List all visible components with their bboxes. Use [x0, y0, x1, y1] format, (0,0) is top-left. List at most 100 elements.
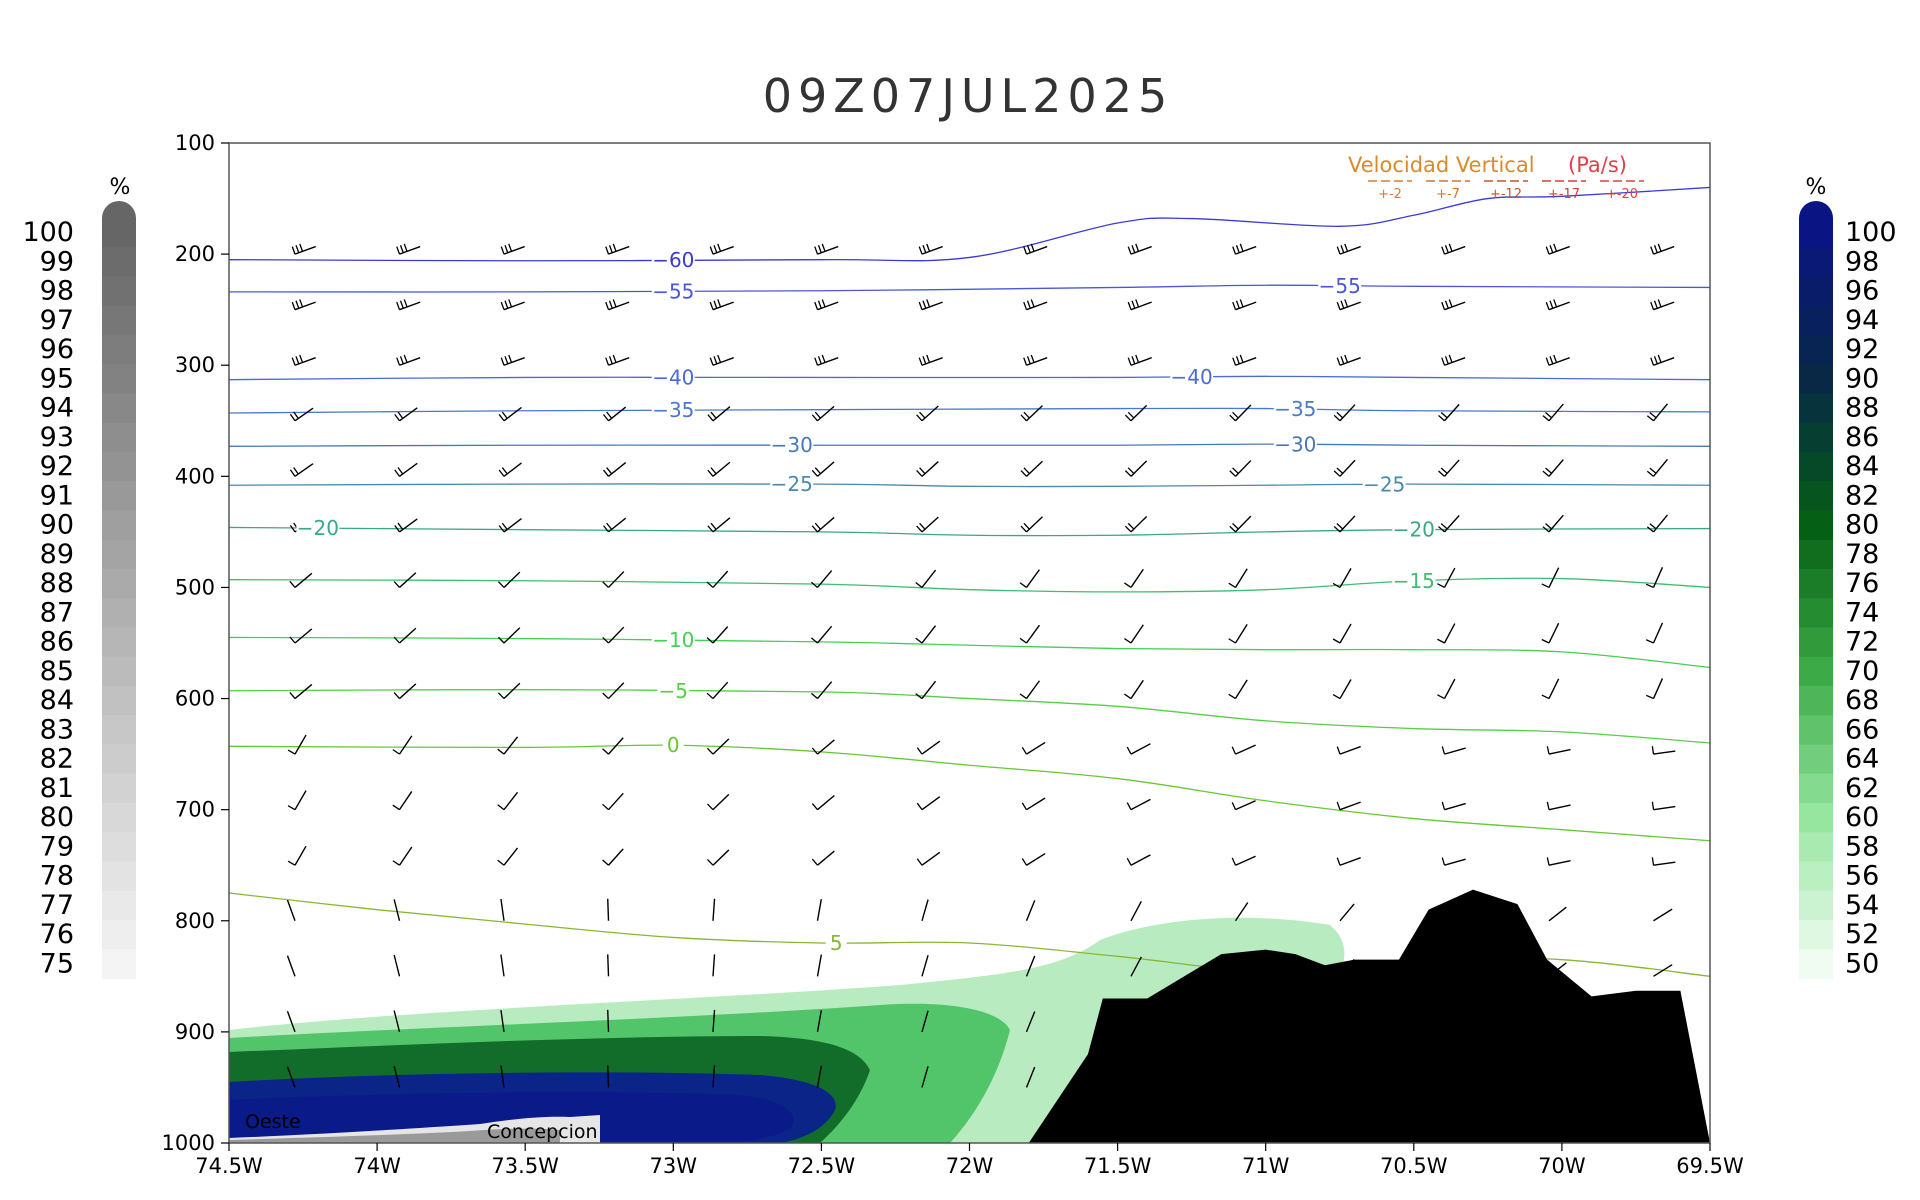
- wind-barb: [392, 791, 413, 811]
- wind-barb: [1124, 568, 1144, 588]
- wind-barb: [1650, 354, 1675, 366]
- wind-barb: [607, 954, 610, 977]
- colorbar-label: 96: [40, 334, 74, 365]
- wind-barb: [1124, 679, 1144, 700]
- wind-barb: [1542, 459, 1564, 477]
- wind-barb: [1332, 568, 1352, 589]
- wind-barb: [1441, 857, 1466, 866]
- colorbar-swatch: [102, 305, 136, 336]
- colorbar-swatch: [1799, 452, 1833, 482]
- wind-barb: [287, 845, 307, 866]
- wind-barb: [497, 847, 519, 866]
- y-tick-label: 100: [175, 131, 215, 155]
- wind-barb: [706, 793, 730, 811]
- wind-barb: [1651, 857, 1676, 866]
- wind-barb: [607, 898, 610, 921]
- vv-legend-step: +-12: [1490, 187, 1522, 202]
- wind-barb: [1438, 403, 1460, 422]
- colorbar-swatch: [1799, 422, 1833, 453]
- wind-barb: [810, 570, 833, 588]
- wind-barb: [393, 1010, 401, 1033]
- colorbar-swatch: [102, 422, 136, 453]
- wind-barb: [918, 243, 943, 255]
- wind-barb: [1126, 798, 1151, 811]
- wind-barb: [918, 354, 943, 366]
- wind-barb: [396, 243, 421, 255]
- colorbar-label: 90: [1845, 363, 1879, 394]
- contour-labels: −60−55 −55−40 −40−35 −35−30 −30−25 −25−20 −20−…: [296, 248, 1436, 955]
- wind-barb: [602, 571, 625, 588]
- colorbar-label: 100: [22, 217, 74, 248]
- wind-barb: [1228, 679, 1248, 700]
- colorbar-label: 58: [1845, 831, 1879, 862]
- colorbar-swatch: [1799, 949, 1833, 979]
- wind-barb: [500, 954, 505, 977]
- colorbar-swatch: [102, 656, 136, 687]
- wind-barb: [1438, 515, 1460, 533]
- contour-label-bg: [1392, 569, 1436, 590]
- y-tick-label: 1000: [162, 1131, 215, 1155]
- x-tick-label: 69.5W: [1676, 1154, 1744, 1178]
- wind-barb: [605, 354, 630, 366]
- colorbar-label: 62: [1845, 773, 1879, 804]
- wind-barb: [1025, 955, 1036, 977]
- colorbar-label: 52: [1845, 919, 1879, 950]
- x-tick-label: 74.5W: [195, 1154, 263, 1178]
- wind-barb: [712, 1065, 716, 1088]
- wind-barb: [712, 143, 716, 144]
- colorbar-label: 99: [40, 246, 74, 277]
- wind-barb: [287, 734, 307, 755]
- colorbar-label: 64: [1845, 744, 1879, 775]
- colorbar-label: 87: [40, 597, 74, 628]
- wind-barb: [1232, 299, 1257, 311]
- wind-barb: [1229, 460, 1252, 477]
- wind-barb: [497, 682, 521, 700]
- contour-label-bg: [651, 366, 695, 387]
- colorbar-swatch: [102, 832, 136, 862]
- wind-barb: [1020, 405, 1043, 422]
- contour-label-bg: [1170, 365, 1214, 386]
- wind-barb: [916, 461, 939, 477]
- wind-barb: [1548, 906, 1567, 922]
- colorbar-label: 84: [40, 685, 74, 716]
- contour-label: −25: [1363, 472, 1405, 496]
- wind-barb: [500, 1010, 505, 1032]
- colorbar-label: 78: [1845, 539, 1879, 570]
- wind-barb: [816, 143, 820, 144]
- wind-barb: [706, 626, 729, 644]
- wind-barb: [1019, 624, 1040, 644]
- humidity-band-navy: [229, 1092, 794, 1143]
- x-tick-label: 71W: [1242, 1154, 1290, 1178]
- wind-barb: [707, 461, 731, 477]
- wind-barb: [1336, 299, 1361, 311]
- wind-barb: [810, 625, 833, 644]
- wind-barb: [1332, 623, 1352, 644]
- wind-barb: [602, 737, 624, 755]
- wind-barb: [1025, 1011, 1036, 1033]
- wind-barb: [1441, 243, 1466, 255]
- wind-barb: [915, 625, 937, 644]
- wind-barb: [286, 955, 296, 977]
- wind-barb: [607, 1009, 610, 1032]
- colorbar-swatch: [1799, 393, 1833, 424]
- contour-label: 5: [830, 931, 843, 955]
- wind-barb: [706, 849, 730, 866]
- contour-label: −20: [297, 516, 339, 540]
- colorbar-swatch: [102, 715, 136, 745]
- wind-barb: [814, 354, 839, 366]
- colorbar-swatch: [1799, 861, 1833, 892]
- wind-barb: [289, 628, 313, 644]
- colorbar-swatch: [102, 539, 136, 570]
- colorbar-label: 98: [1845, 246, 1879, 277]
- terrain: [1028, 889, 1710, 1143]
- colorbar-label: 82: [40, 744, 74, 775]
- wind-barb: [816, 898, 823, 921]
- colorbar-swatch: [102, 744, 136, 775]
- wind-barb: [1645, 622, 1664, 644]
- wind-barb: [1130, 143, 1134, 144]
- wind-barb: [497, 627, 521, 644]
- colorbar-swatch: [1799, 744, 1833, 775]
- wind-barb: [1232, 243, 1257, 255]
- wind-barb: [1025, 143, 1029, 144]
- temperature-contour-line: [229, 526, 1710, 537]
